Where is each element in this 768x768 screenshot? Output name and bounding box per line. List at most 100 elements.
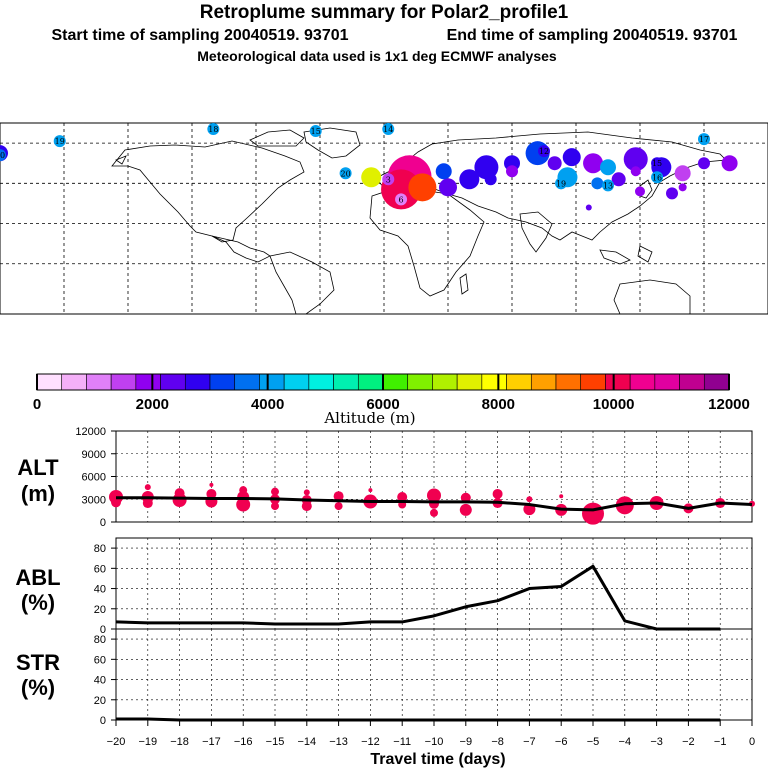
- alt-chart: 12000 9000 6000 3000 0: [75, 426, 755, 529]
- colorbar-swatch: [703, 373, 730, 391]
- colorbar-tick-label: 10000: [593, 396, 635, 413]
- day-label-text: 12: [539, 147, 549, 156]
- y-tick-label: 0: [100, 715, 106, 727]
- colorbar-swatch: [357, 373, 384, 391]
- day-label-text: 15: [652, 159, 662, 168]
- plume-cluster: [484, 173, 497, 186]
- y-tick-label: 20: [94, 604, 106, 616]
- y-tick-label: 3000: [82, 494, 106, 506]
- day-label-marker: [339, 167, 352, 180]
- altitude-blob: [397, 491, 408, 502]
- colorbar-swatch: [160, 373, 186, 391]
- altitude-blob: [333, 491, 344, 502]
- day-label-marker: [538, 145, 550, 158]
- colorbar-swatch: [234, 373, 260, 391]
- altitude-blob: [582, 502, 604, 525]
- y-tick-label: 80: [94, 543, 106, 555]
- altitude-blob: [111, 497, 121, 508]
- y-tick-label: 80: [94, 634, 106, 646]
- colorbar-swatch: [506, 373, 532, 391]
- x-tick-label: −9: [460, 736, 473, 748]
- colorbar-swatch: [36, 373, 63, 391]
- colorbar-tick-label: 0: [33, 396, 41, 413]
- colorbar-swatch: [61, 373, 87, 391]
- y-tick-label: 40: [94, 584, 106, 596]
- day-label-marker: [555, 177, 568, 190]
- x-tick-label: 0: [749, 736, 755, 748]
- colorbar-tick-label: 2000: [136, 396, 169, 413]
- colorbar-swatch: [259, 373, 285, 391]
- colorbar-tick-label: 12000: [708, 396, 750, 413]
- y-tick-label: 60: [94, 654, 106, 666]
- x-tick-label: −14: [297, 736, 316, 748]
- abl-chart: 80 60 40 20 0: [94, 537, 753, 636]
- day-label-marker: [651, 171, 664, 184]
- plume-cluster: [547, 156, 562, 171]
- plume-cluster: [721, 155, 738, 172]
- altitude-blob: [172, 493, 187, 508]
- x-tick-label: −5: [587, 736, 600, 748]
- altitude-blob: [492, 488, 503, 499]
- plume-cluster: [698, 157, 710, 170]
- plume-cluster: [459, 169, 480, 190]
- y-tick-label: 20: [94, 695, 106, 707]
- colorbar-swatch: [580, 373, 606, 391]
- colorbar-tick-label: 4000: [251, 396, 284, 413]
- altitude-blob: [236, 497, 251, 512]
- meteo-label: Meteorological data used is 1x1 deg ECMW…: [197, 48, 557, 64]
- abl-panel-label: ABL: [15, 565, 60, 590]
- colorbar-swatch: [679, 373, 705, 391]
- plume-cluster: [600, 159, 616, 176]
- colorbar-label: Altitude (m): [323, 409, 415, 427]
- colorbar-swatch: [605, 373, 631, 391]
- colorbar-swatch: [382, 373, 409, 391]
- altitude-blob: [526, 496, 533, 503]
- x-tick-label: −4: [619, 736, 632, 748]
- y-tick-label: 60: [94, 563, 106, 575]
- plume-cluster: [674, 165, 691, 182]
- altitude-blob: [427, 488, 441, 503]
- series-line: [115, 564, 721, 631]
- colorbar-swatch: [555, 373, 582, 391]
- end-time-label: End time of sampling 20040519. 93701: [447, 27, 738, 44]
- plume-cluster: [585, 204, 592, 211]
- day-label-text: 16: [652, 173, 662, 182]
- str-panel-unit: (%): [21, 675, 55, 700]
- day-label-text: 15: [311, 127, 321, 136]
- colorbar-swatch: [308, 373, 334, 391]
- y-tick-label: 0: [100, 624, 106, 636]
- x-tick-label: −20: [107, 736, 126, 748]
- day-label-text: 13: [603, 181, 613, 190]
- colorbar-swatch: [654, 373, 680, 391]
- day-label-text: 17: [699, 135, 709, 144]
- plume-cluster: [506, 165, 518, 178]
- day-label-marker: [309, 125, 322, 138]
- plume-cluster: [678, 183, 687, 192]
- series-line: [116, 496, 753, 512]
- day-label-text: 19: [55, 137, 65, 146]
- altitude-blob: [559, 494, 564, 499]
- y-tick-label: 0: [100, 517, 106, 529]
- abl-panel-unit: (%): [21, 590, 55, 615]
- altitude-blob: [144, 484, 151, 491]
- day-label-marker: [382, 123, 395, 136]
- altitude-blob: [430, 508, 438, 517]
- start-time-label: Start time of sampling 20040519. 93701: [51, 27, 348, 44]
- altitude-blob: [459, 503, 472, 516]
- x-tick-label: −8: [491, 736, 504, 748]
- alt-panel-unit: (m): [21, 481, 55, 506]
- plume-cluster: [435, 163, 452, 180]
- x-tick-label: −12: [361, 736, 380, 748]
- x-tick-label: −10: [425, 736, 444, 748]
- colorbar-swatch: [86, 373, 112, 391]
- x-tick-label: −2: [682, 736, 695, 748]
- x-tick-label: −15: [266, 736, 285, 748]
- day-label-text: 20: [341, 169, 351, 178]
- plume-cluster: [666, 187, 678, 200]
- day-label-marker: [53, 135, 66, 148]
- altitude-blob: [460, 492, 471, 503]
- map-coastlines: [111, 127, 727, 315]
- plume-cluster: [611, 172, 626, 187]
- day-label-text: 19: [556, 179, 566, 188]
